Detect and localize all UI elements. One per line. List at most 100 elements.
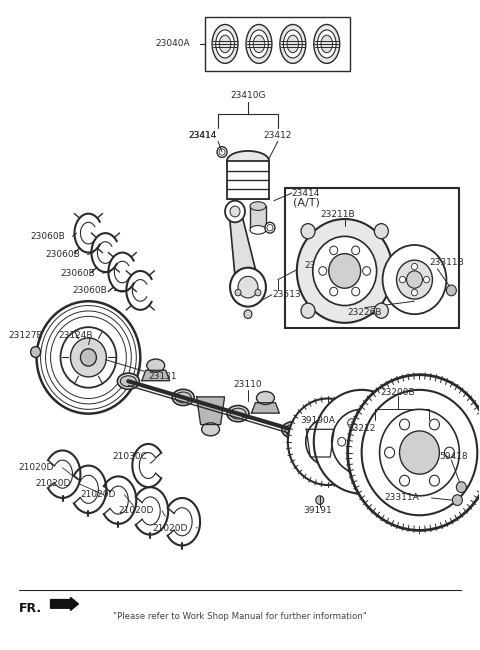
Circle shape xyxy=(297,219,393,323)
Circle shape xyxy=(396,260,432,299)
Ellipse shape xyxy=(282,422,304,438)
Circle shape xyxy=(399,475,409,486)
Text: 23513: 23513 xyxy=(272,291,300,299)
Ellipse shape xyxy=(216,30,234,58)
Ellipse shape xyxy=(314,25,340,64)
Text: 23060B: 23060B xyxy=(46,250,80,259)
Ellipse shape xyxy=(175,392,191,403)
Text: (A/T): (A/T) xyxy=(293,198,320,208)
Circle shape xyxy=(411,289,418,296)
Text: 23060B: 23060B xyxy=(72,286,107,295)
Circle shape xyxy=(452,495,462,506)
Ellipse shape xyxy=(253,35,265,53)
Ellipse shape xyxy=(250,226,266,234)
Bar xyxy=(250,206,266,230)
Circle shape xyxy=(330,287,338,296)
Ellipse shape xyxy=(250,202,266,211)
Circle shape xyxy=(219,149,225,155)
Polygon shape xyxy=(252,403,279,413)
Circle shape xyxy=(288,398,368,485)
Circle shape xyxy=(225,201,245,222)
Circle shape xyxy=(423,276,430,283)
Ellipse shape xyxy=(312,455,329,468)
Text: 23211B: 23211B xyxy=(321,210,355,219)
Circle shape xyxy=(348,375,480,530)
Text: 23311A: 23311A xyxy=(384,493,420,502)
Bar xyxy=(285,188,459,328)
Ellipse shape xyxy=(230,408,246,419)
Circle shape xyxy=(338,437,346,446)
Circle shape xyxy=(374,224,388,239)
Circle shape xyxy=(329,254,360,288)
Circle shape xyxy=(348,456,356,465)
Circle shape xyxy=(36,301,140,413)
Circle shape xyxy=(378,437,385,446)
Text: FR.: FR. xyxy=(19,602,42,615)
Text: 23311B: 23311B xyxy=(430,258,464,266)
Circle shape xyxy=(446,285,456,296)
Text: 23127B: 23127B xyxy=(9,332,43,341)
Circle shape xyxy=(411,263,418,270)
Ellipse shape xyxy=(321,35,333,53)
Ellipse shape xyxy=(202,423,219,436)
Ellipse shape xyxy=(287,35,299,53)
Ellipse shape xyxy=(284,30,302,58)
Circle shape xyxy=(265,222,275,233)
Circle shape xyxy=(361,390,477,515)
Circle shape xyxy=(314,390,409,493)
Text: 23200B: 23200B xyxy=(380,387,415,396)
Text: 21020D: 21020D xyxy=(36,480,71,488)
Text: 39190A: 39190A xyxy=(300,415,335,424)
Circle shape xyxy=(456,482,467,493)
Ellipse shape xyxy=(227,406,249,422)
Ellipse shape xyxy=(256,391,275,404)
Circle shape xyxy=(383,245,446,314)
Ellipse shape xyxy=(250,30,268,58)
Circle shape xyxy=(352,246,360,255)
Circle shape xyxy=(238,276,258,298)
Ellipse shape xyxy=(219,35,231,53)
Circle shape xyxy=(368,456,376,465)
Polygon shape xyxy=(306,429,334,457)
Ellipse shape xyxy=(212,25,238,64)
Ellipse shape xyxy=(120,376,136,387)
Ellipse shape xyxy=(317,30,336,58)
Text: 23131: 23131 xyxy=(148,372,177,382)
Circle shape xyxy=(399,419,409,430)
Text: "Please refer to Work Shop Manual for further information": "Please refer to Work Shop Manual for fu… xyxy=(113,612,367,621)
Circle shape xyxy=(244,310,252,318)
Text: 59418: 59418 xyxy=(439,452,468,462)
Circle shape xyxy=(71,338,107,377)
Text: 23226B: 23226B xyxy=(348,307,382,317)
Circle shape xyxy=(267,224,273,231)
Circle shape xyxy=(31,346,41,358)
Polygon shape xyxy=(197,397,225,424)
Circle shape xyxy=(380,410,459,496)
Circle shape xyxy=(60,327,116,387)
Circle shape xyxy=(330,246,338,255)
Ellipse shape xyxy=(285,424,301,436)
Text: 23040A: 23040A xyxy=(155,40,190,49)
Circle shape xyxy=(384,447,395,458)
Circle shape xyxy=(352,287,360,296)
Bar xyxy=(227,161,269,198)
Circle shape xyxy=(319,266,327,275)
Circle shape xyxy=(368,419,376,427)
Circle shape xyxy=(332,410,392,474)
Circle shape xyxy=(399,431,439,474)
Circle shape xyxy=(430,419,439,430)
Circle shape xyxy=(430,475,439,486)
Text: 21020D: 21020D xyxy=(81,490,116,499)
Circle shape xyxy=(399,276,406,283)
Ellipse shape xyxy=(172,389,194,406)
Circle shape xyxy=(301,224,315,239)
Circle shape xyxy=(255,289,261,296)
FancyArrow shape xyxy=(50,597,78,610)
Text: 23414: 23414 xyxy=(188,131,216,140)
Circle shape xyxy=(306,418,350,465)
Text: 23510: 23510 xyxy=(305,261,334,270)
Circle shape xyxy=(350,429,373,455)
Text: 23414: 23414 xyxy=(188,131,216,140)
Circle shape xyxy=(230,206,240,217)
Circle shape xyxy=(363,266,371,275)
